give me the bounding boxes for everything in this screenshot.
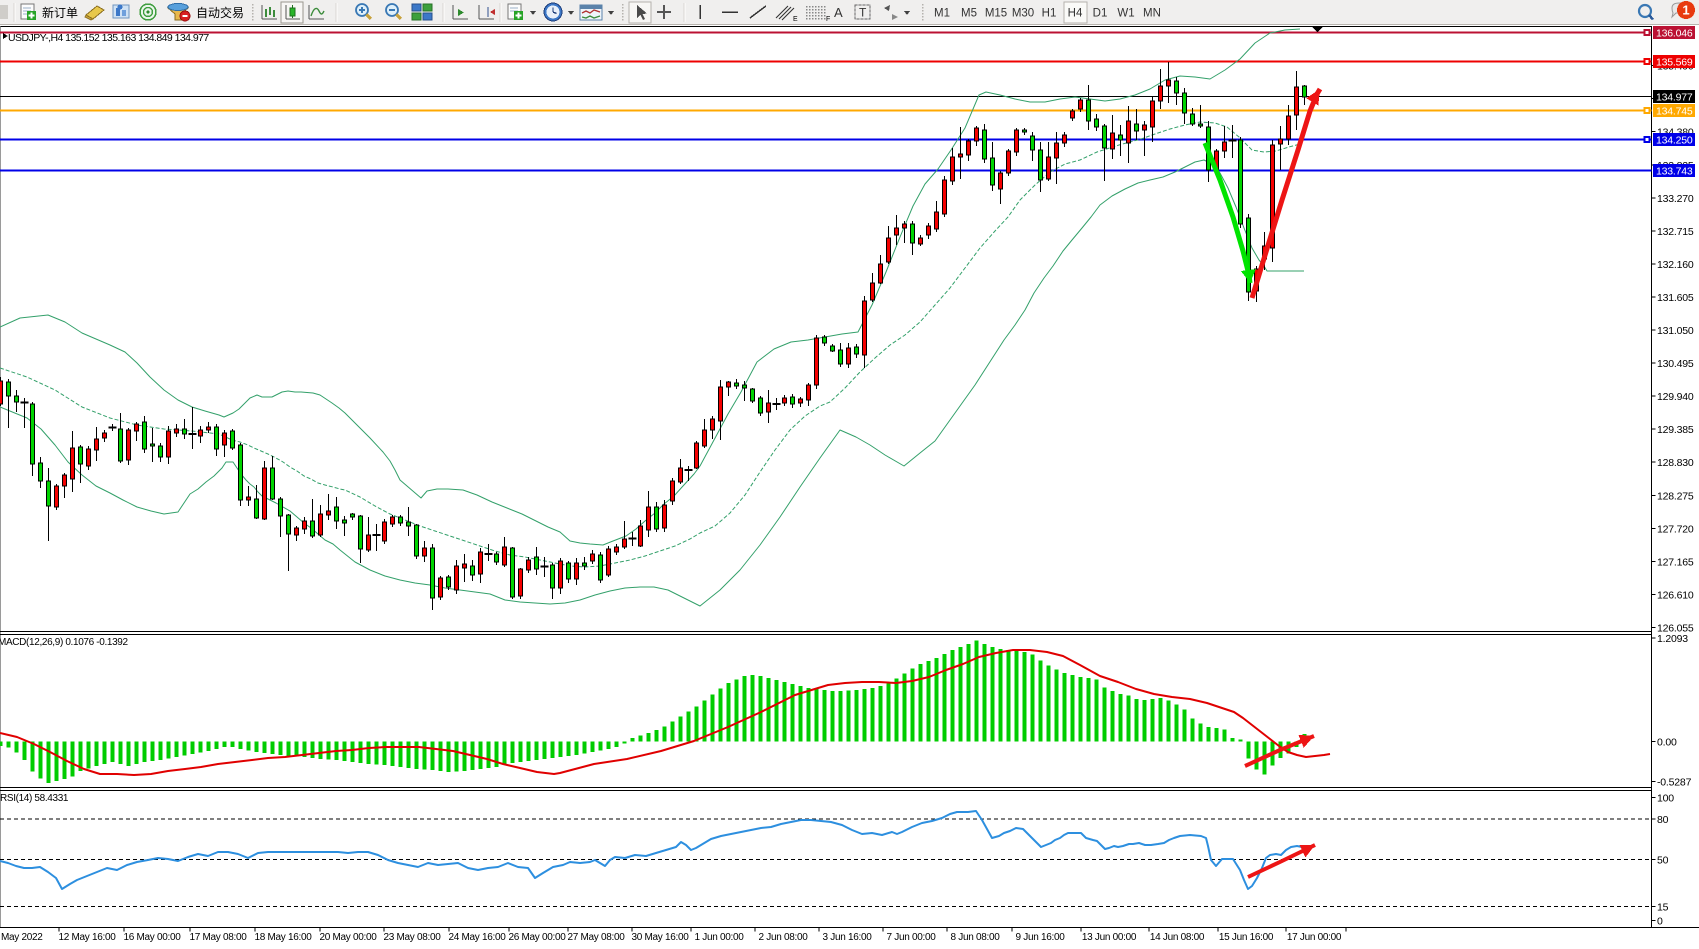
svg-text:20 May 00:00: 20 May 00:00 (320, 932, 378, 943)
svg-text:132.160: 132.160 (1657, 259, 1694, 271)
svg-text:129.385: 129.385 (1657, 424, 1694, 436)
svg-text:100: 100 (1657, 793, 1674, 805)
svg-text:128.830: 128.830 (1657, 457, 1694, 469)
svg-text:新订单: 新订单 (42, 5, 78, 20)
svg-text:12 May 16:00: 12 May 16:00 (59, 932, 117, 943)
svg-text:17 Jun 00:00: 17 Jun 00:00 (1287, 932, 1342, 943)
svg-text:126.610: 126.610 (1657, 589, 1694, 601)
svg-text:M30: M30 (1012, 8, 1034, 20)
svg-text:134.250: 134.250 (1656, 135, 1693, 147)
svg-text:135.569: 135.569 (1656, 57, 1693, 69)
svg-text:24 May 16:00: 24 May 16:00 (449, 932, 507, 943)
svg-text:MACD(12,26,9) 0.1076 -0.1392: MACD(12,26,9) 0.1076 -0.1392 (0, 637, 129, 648)
svg-text:131.605: 131.605 (1657, 292, 1694, 304)
svg-text:T: T (859, 6, 867, 20)
svg-text:18 May 16:00: 18 May 16:00 (255, 932, 313, 943)
svg-text:30 May 16:00: 30 May 16:00 (632, 932, 690, 943)
svg-text:129.940: 129.940 (1657, 391, 1694, 403)
svg-text:M1: M1 (934, 8, 950, 20)
svg-text:13 Jun 00:00: 13 Jun 00:00 (1082, 932, 1137, 943)
svg-text:80: 80 (1657, 814, 1669, 826)
svg-text:0.00: 0.00 (1657, 737, 1677, 749)
svg-text:50: 50 (1657, 854, 1669, 866)
svg-text:W1: W1 (1117, 8, 1134, 20)
svg-text:16 May 00:00: 16 May 00:00 (124, 932, 182, 943)
svg-text:MN: MN (1143, 8, 1161, 20)
svg-text:-0.5287: -0.5287 (1657, 777, 1692, 789)
svg-text:2 Jun 08:00: 2 Jun 08:00 (759, 932, 809, 943)
svg-text:F: F (826, 16, 830, 23)
svg-text:14 Jun 08:00: 14 Jun 08:00 (1150, 932, 1205, 943)
svg-text:8 Jun 08:00: 8 Jun 08:00 (951, 932, 1001, 943)
svg-text:M15: M15 (985, 8, 1007, 20)
svg-text:136.046: 136.046 (1656, 28, 1693, 40)
svg-text:133.743: 133.743 (1656, 166, 1693, 178)
svg-text:26 May 00:00: 26 May 00:00 (509, 932, 567, 943)
svg-text:1.2093: 1.2093 (1657, 633, 1688, 645)
svg-text:9 Jun 16:00: 9 Jun 16:00 (1016, 932, 1066, 943)
svg-text:1 Jun 00:00: 1 Jun 00:00 (695, 932, 745, 943)
svg-text:M5: M5 (961, 8, 977, 20)
svg-text:7 Jun 00:00: 7 Jun 00:00 (887, 932, 937, 943)
svg-text:134.977: 134.977 (1656, 92, 1693, 104)
svg-text:May 2022: May 2022 (1, 932, 43, 943)
svg-text:RSI(14) 58.4331: RSI(14) 58.4331 (0, 793, 69, 804)
svg-text:0: 0 (1657, 915, 1663, 927)
svg-text:自动交易: 自动交易 (196, 5, 244, 20)
svg-text:134.745: 134.745 (1656, 106, 1693, 118)
svg-text:126.055: 126.055 (1657, 622, 1694, 634)
svg-text:130.495: 130.495 (1657, 358, 1694, 370)
svg-text:127.165: 127.165 (1657, 556, 1694, 568)
svg-text:15 Jun 16:00: 15 Jun 16:00 (1219, 932, 1274, 943)
svg-text:H1: H1 (1042, 8, 1057, 20)
svg-text:H4: H4 (1068, 8, 1083, 20)
svg-text:1: 1 (1682, 3, 1689, 18)
svg-text:15: 15 (1657, 902, 1669, 914)
svg-text:132.715: 132.715 (1657, 226, 1694, 238)
svg-text:131.050: 131.050 (1657, 325, 1694, 337)
svg-text:3 Jun 16:00: 3 Jun 16:00 (823, 932, 873, 943)
svg-text:23 May 08:00: 23 May 08:00 (384, 932, 442, 943)
svg-text:17 May 08:00: 17 May 08:00 (190, 932, 248, 943)
svg-text:E: E (793, 16, 798, 23)
svg-text:128.275: 128.275 (1657, 490, 1694, 502)
svg-text:127.720: 127.720 (1657, 523, 1694, 535)
svg-text:133.270: 133.270 (1657, 193, 1694, 205)
svg-text:USDJPY-,H4 135.152 135.163 13: USDJPY-,H4 135.152 135.163 134.849 134.9… (8, 32, 209, 44)
svg-text:A: A (834, 5, 843, 20)
svg-text:27 May 08:00: 27 May 08:00 (568, 932, 626, 943)
svg-text:D1: D1 (1093, 8, 1108, 20)
